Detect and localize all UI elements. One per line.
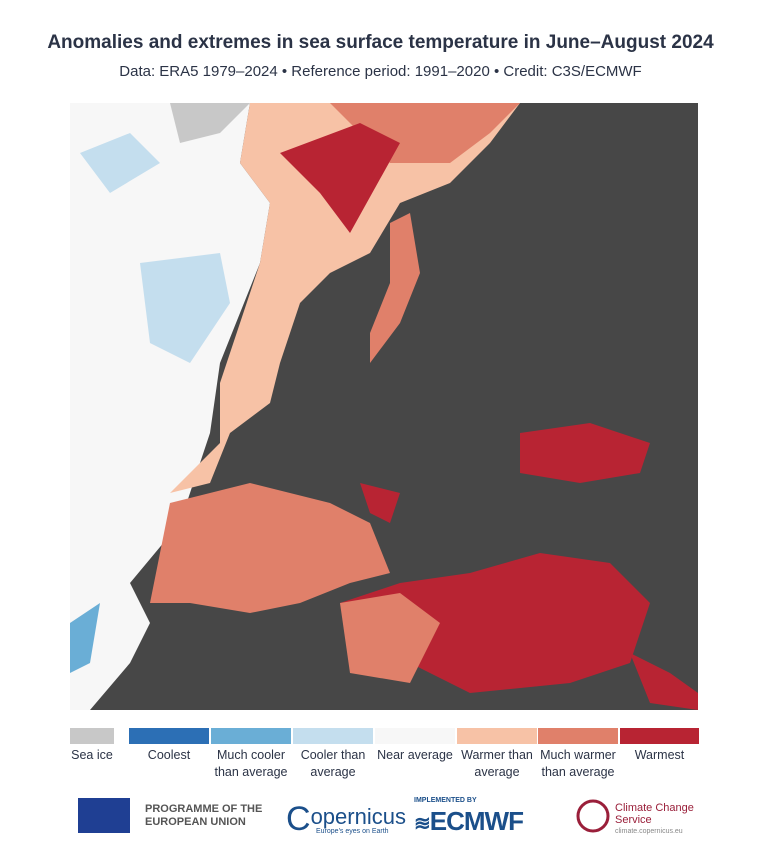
copernicus-logo: Copernicus [286, 800, 406, 838]
copernicus-text: opernicus [310, 804, 406, 829]
legend-swatch [375, 728, 455, 744]
map [70, 103, 698, 710]
legend-label: Much warmer than average [540, 748, 616, 779]
legend-label: Coolest [147, 748, 191, 762]
legend-label: Much cooler than average [214, 748, 288, 779]
legend-label: Sea ice [71, 748, 113, 762]
legend-swatch [129, 728, 209, 744]
title: Anomalies and extremes in sea surface te… [47, 32, 714, 53]
c3s-icon [576, 799, 610, 833]
ecmwf-pre: IMPLEMENTED BY [414, 797, 477, 804]
legend-label: Cooler than average [300, 748, 366, 779]
eu-text: PROGRAMME OF THE EUROPEAN UNION [145, 803, 263, 828]
copernicus-tagline: Europe's eyes on Earth [316, 828, 389, 835]
ecmwf-logo: ≋ECMWF [414, 806, 524, 836]
legend-swatch [70, 728, 114, 744]
legend-swatch [620, 728, 699, 744]
legend-swatch [211, 728, 291, 744]
legend-label: Warmest [634, 748, 685, 762]
eu-flag [78, 798, 130, 833]
legend-swatch [293, 728, 373, 744]
legend-label: Warmer than average [461, 748, 533, 779]
legend-swatch [457, 728, 537, 744]
c3s-text: Climate Change Service [615, 802, 694, 826]
legend-swatch [538, 728, 618, 744]
c3s-url: climate.copernicus.eu [615, 828, 683, 835]
ecmwf-text: ECMWF [429, 806, 524, 836]
legend-label: Near average [377, 748, 453, 762]
subtitle: Data: ERA5 1979–2024 • Reference period:… [119, 63, 642, 80]
